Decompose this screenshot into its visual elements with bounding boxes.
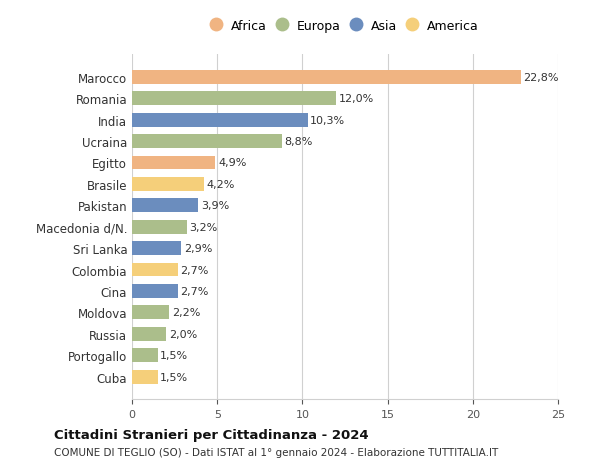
Text: 2,9%: 2,9% — [184, 244, 212, 253]
Bar — [132, 220, 187, 234]
Bar — [132, 156, 215, 170]
Text: 3,2%: 3,2% — [189, 222, 217, 232]
Text: 10,3%: 10,3% — [310, 115, 345, 125]
Text: 8,8%: 8,8% — [284, 137, 313, 147]
Text: 2,7%: 2,7% — [181, 265, 209, 275]
Text: 2,7%: 2,7% — [181, 286, 209, 296]
Bar — [132, 370, 158, 384]
Bar — [132, 284, 178, 298]
Text: 2,2%: 2,2% — [172, 308, 200, 318]
Bar — [132, 327, 166, 341]
Bar — [132, 348, 158, 362]
Text: 22,8%: 22,8% — [523, 73, 559, 83]
Bar — [132, 241, 181, 256]
Text: 2,0%: 2,0% — [169, 329, 197, 339]
Bar — [132, 178, 203, 191]
Text: Cittadini Stranieri per Cittadinanza - 2024: Cittadini Stranieri per Cittadinanza - 2… — [54, 428, 368, 442]
Text: 4,9%: 4,9% — [218, 158, 247, 168]
Text: 1,5%: 1,5% — [160, 350, 188, 360]
Bar — [132, 263, 178, 277]
Bar — [132, 306, 169, 319]
Bar — [132, 71, 521, 84]
Text: 4,2%: 4,2% — [206, 179, 235, 190]
Bar — [132, 199, 199, 213]
Bar — [132, 135, 282, 149]
Text: 3,9%: 3,9% — [201, 201, 229, 211]
Text: 12,0%: 12,0% — [339, 94, 374, 104]
Text: 1,5%: 1,5% — [160, 372, 188, 382]
Legend: Africa, Europa, Asia, America: Africa, Europa, Asia, America — [208, 17, 482, 37]
Bar — [132, 92, 337, 106]
Text: COMUNE DI TEGLIO (SO) - Dati ISTAT al 1° gennaio 2024 - Elaborazione TUTTITALIA.: COMUNE DI TEGLIO (SO) - Dati ISTAT al 1°… — [54, 448, 498, 457]
Bar — [132, 113, 308, 127]
